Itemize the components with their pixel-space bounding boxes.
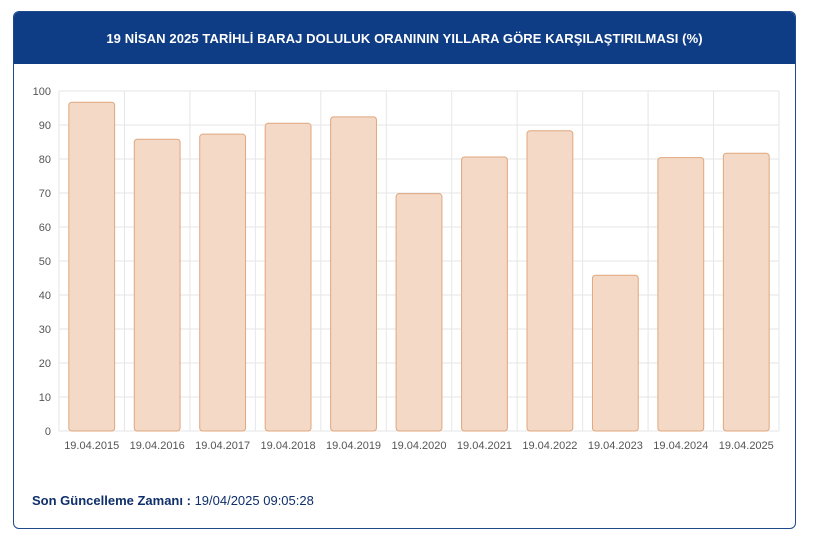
bar — [199, 133, 247, 432]
bar — [68, 101, 116, 432]
x-tick-label: 19.04.2019 — [326, 440, 381, 452]
y-tick-label: 60 — [39, 222, 51, 234]
bar — [526, 130, 574, 432]
y-tick-label: 70 — [39, 188, 51, 200]
last-update: Son Güncelleme Zamanı : 19/04/2025 09:05… — [32, 493, 314, 508]
x-tick-label: 19.04.2025 — [719, 440, 774, 452]
x-tick-label: 19.04.2022 — [522, 440, 577, 452]
y-tick-label: 50 — [39, 256, 51, 268]
y-tick-label: 20 — [39, 358, 51, 370]
bar — [657, 157, 705, 432]
x-tick-label: 19.04.2024 — [653, 440, 708, 452]
y-tick-label: 90 — [39, 120, 51, 132]
x-tick-label: 19.04.2021 — [457, 440, 512, 452]
y-tick-label: 80 — [39, 154, 51, 166]
x-tick-label: 19.04.2017 — [195, 440, 250, 452]
y-tick-label: 30 — [39, 324, 51, 336]
chart-card: 19 NİSAN 2025 TARİHLİ BARAJ DOLULUK ORAN… — [13, 11, 796, 529]
last-update-label: Son Güncelleme Zamanı : — [32, 493, 191, 508]
x-tick-label: 19.04.2020 — [391, 440, 446, 452]
y-tick-label: 10 — [39, 392, 51, 404]
bar — [722, 152, 770, 432]
x-tick-label: 19.04.2023 — [588, 440, 643, 452]
last-update-value: 19/04/2025 09:05:28 — [194, 493, 314, 508]
x-tick-label: 19.04.2015 — [64, 440, 119, 452]
x-tick-label: 19.04.2018 — [261, 440, 316, 452]
y-tick-label: 100 — [33, 86, 51, 98]
bar-chart-svg: 0 10 20 30 40 50 60 70 80 90 100 19.04.2015 19.04.20… — [33, 86, 780, 452]
bar — [264, 122, 312, 432]
bar — [133, 138, 181, 432]
chart-header: 19 NİSAN 2025 TARİHLİ BARAJ DOLULUK ORAN… — [14, 12, 795, 64]
y-tick-label: 40 — [39, 290, 51, 302]
x-tick-label: 19.04.2016 — [130, 440, 185, 452]
bar — [461, 156, 508, 432]
y-tick-label: 0 — [45, 426, 51, 438]
bar — [591, 274, 639, 432]
bar — [395, 193, 443, 432]
bar-chart: 0 10 20 30 40 50 60 70 80 90 100 19.04.2015 19.04.20… — [14, 64, 795, 464]
chart-title: 19 NİSAN 2025 TARİHLİ BARAJ DOLULUK ORAN… — [106, 30, 703, 46]
bar — [330, 116, 377, 432]
